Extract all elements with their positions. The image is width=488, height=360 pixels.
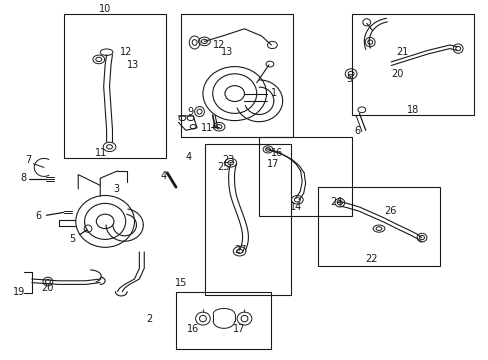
Bar [63,14,166,158]
Text: 13: 13 [221,47,233,57]
Text: 15: 15 [174,278,187,288]
Text: 16: 16 [271,148,283,158]
Text: 26: 26 [383,206,395,216]
Text: 12: 12 [120,47,132,57]
Text: 5: 5 [346,74,352,84]
Text: 11: 11 [200,123,212,133]
Text: 6: 6 [353,126,359,136]
Text: 3: 3 [113,184,120,194]
Text: 8: 8 [20,173,27,183]
Text: 4: 4 [160,171,166,181]
Text: 7: 7 [25,155,32,165]
Text: 10: 10 [99,4,111,14]
Text: 23: 23 [222,155,234,165]
Text: 2: 2 [146,314,152,324]
Bar [205,144,290,295]
Bar [259,137,351,216]
Text: 17: 17 [266,159,278,169]
Text: 6: 6 [35,211,41,221]
Text: 9: 9 [186,107,193,117]
Text: 22: 22 [365,254,377,264]
Text: 25: 25 [217,162,230,172]
Text: 12: 12 [212,40,224,50]
Text: 20: 20 [41,283,54,293]
Bar [317,187,439,266]
Text: 16: 16 [186,324,199,334]
Text: 20: 20 [390,69,403,79]
Text: 27: 27 [234,245,247,255]
Text: 4: 4 [185,152,191,162]
Text: 11: 11 [95,148,107,158]
Text: 19: 19 [13,287,26,297]
Bar [181,14,293,137]
Text: 14: 14 [289,202,302,212]
Text: 17: 17 [233,324,245,334]
Text: 1: 1 [271,88,277,98]
Text: 21: 21 [395,47,407,57]
Text: 24: 24 [329,197,342,207]
Text: 18: 18 [406,105,419,115]
Bar [351,14,473,115]
Bar [176,292,271,349]
Text: 5: 5 [69,234,76,244]
Text: 13: 13 [127,60,139,70]
